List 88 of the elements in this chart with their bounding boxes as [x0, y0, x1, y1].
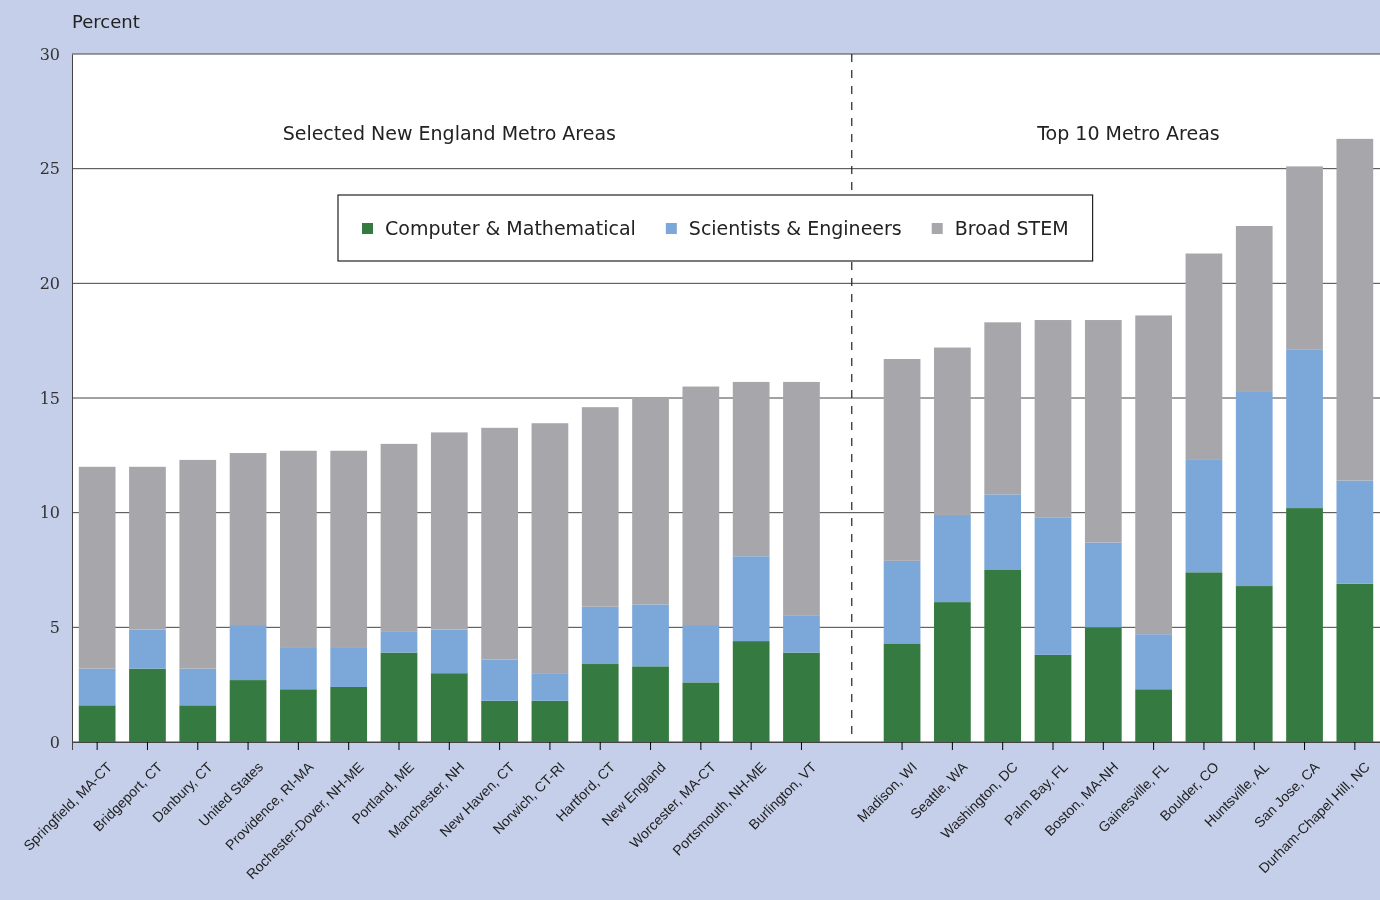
y-axis-title: Percent — [72, 11, 140, 32]
bar — [1135, 634, 1172, 690]
y-tick-label: 25 — [39, 159, 60, 179]
bar — [229, 625, 267, 681]
bar — [531, 423, 569, 674]
legend-label: Scientists & Engineers — [688, 217, 902, 239]
bar — [783, 652, 820, 742]
bar — [78, 466, 116, 669]
legend-label: Broad STEM — [954, 217, 1069, 239]
bar — [280, 450, 317, 648]
bar — [129, 668, 166, 742]
bar — [229, 680, 267, 742]
bar — [330, 686, 368, 742]
bar — [1185, 459, 1223, 573]
y-tick-label: 5 — [49, 617, 60, 637]
bar — [632, 666, 669, 742]
bar — [129, 466, 166, 630]
bar — [632, 398, 669, 605]
bar — [1084, 542, 1122, 628]
bar — [280, 689, 317, 742]
bar — [682, 625, 720, 683]
y-tick-label: 0 — [49, 732, 60, 752]
bar — [430, 629, 468, 674]
bar — [531, 700, 569, 742]
y-tick-label: 30 — [39, 44, 60, 64]
bar — [78, 705, 116, 742]
y-tick-label: 15 — [39, 388, 60, 408]
bar — [78, 668, 116, 706]
bar — [732, 556, 770, 642]
y-tick-label: 20 — [39, 273, 60, 293]
bar — [330, 450, 368, 648]
bar — [1034, 320, 1072, 518]
bar — [1235, 586, 1273, 742]
bar — [984, 494, 1022, 570]
bar — [531, 673, 569, 701]
bar — [934, 347, 971, 515]
bar — [732, 381, 770, 557]
bar — [1286, 166, 1323, 350]
bar — [1336, 480, 1374, 584]
y-tick-label: 10 — [39, 503, 60, 523]
bar — [430, 673, 468, 742]
bar — [1336, 138, 1374, 481]
bar — [1185, 253, 1223, 460]
bar — [682, 386, 720, 626]
bar — [984, 322, 1022, 495]
bar — [1084, 627, 1122, 742]
bar — [934, 514, 971, 603]
bar — [1286, 349, 1323, 509]
bar — [481, 700, 518, 742]
bar — [179, 459, 217, 669]
bar — [1135, 689, 1172, 742]
legend-label: Computer & Mathematical — [385, 217, 636, 239]
bar — [732, 641, 770, 742]
bar — [179, 705, 217, 742]
bar — [783, 381, 820, 616]
bar — [380, 631, 418, 653]
bar — [1336, 583, 1374, 742]
bar — [883, 643, 921, 742]
bar — [481, 659, 518, 701]
bar — [430, 432, 468, 630]
bar — [280, 647, 317, 690]
bar — [129, 629, 166, 669]
annotation: Top 10 Metro Areas — [1036, 122, 1220, 144]
bar — [581, 407, 619, 607]
bar — [934, 602, 971, 742]
bar — [1185, 572, 1223, 742]
bar — [682, 682, 720, 742]
bar — [783, 615, 820, 653]
bar — [883, 359, 921, 561]
bar — [1084, 320, 1122, 543]
bar — [984, 570, 1022, 742]
bar — [1135, 315, 1172, 635]
bar — [1235, 226, 1273, 392]
bar — [883, 560, 921, 644]
bar — [481, 427, 518, 660]
bar — [1235, 391, 1273, 587]
bar — [380, 443, 418, 632]
bar — [1034, 517, 1072, 655]
bar — [1034, 654, 1072, 742]
annotation: Selected New England Metro Areas — [282, 122, 616, 144]
bar — [179, 668, 217, 706]
bar — [581, 606, 619, 665]
bar — [330, 647, 368, 687]
bar — [581, 664, 619, 742]
bar — [380, 652, 418, 742]
bar — [632, 604, 669, 667]
bar — [1286, 508, 1323, 742]
bar — [229, 453, 267, 626]
